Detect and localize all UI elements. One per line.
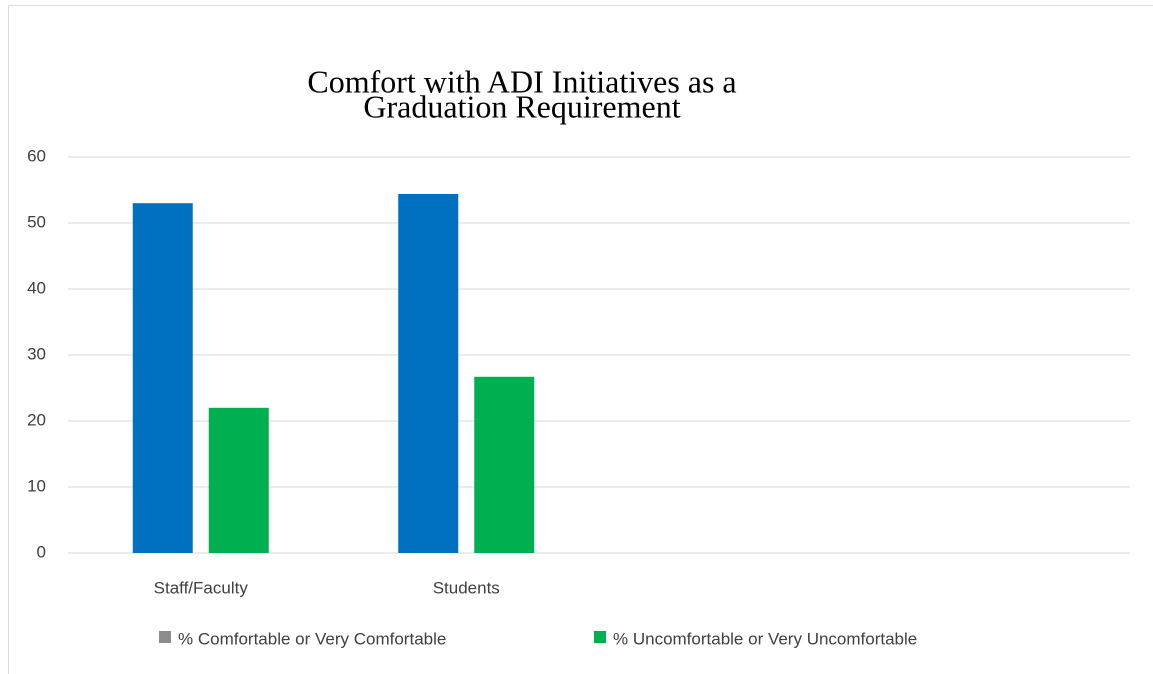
y-tick-label: 30	[27, 344, 46, 363]
chart-title: Comfort with ADI Initiatives as a	[307, 63, 736, 99]
bar	[474, 376, 535, 553]
legend-swatch	[594, 631, 606, 643]
legend-swatch	[159, 631, 171, 643]
bar	[398, 193, 459, 553]
y-tick-label: 40	[27, 278, 46, 297]
y-tick-label: 50	[27, 212, 46, 231]
x-tick-label: Students	[433, 578, 500, 597]
legend-label: % Uncomfortable or Very Uncomfortable	[613, 629, 917, 648]
bar	[132, 203, 193, 553]
chart-title: Graduation Requirement	[363, 88, 680, 124]
y-tick-label: 20	[27, 410, 46, 429]
bar	[208, 407, 269, 553]
y-tick-label: 60	[27, 146, 46, 165]
y-tick-label: 10	[27, 476, 46, 495]
y-tick-label: 0	[37, 542, 46, 561]
x-tick-label: Staff/Faculty	[154, 578, 249, 597]
legend-label: % Comfortable or Very Comfortable	[178, 629, 446, 648]
